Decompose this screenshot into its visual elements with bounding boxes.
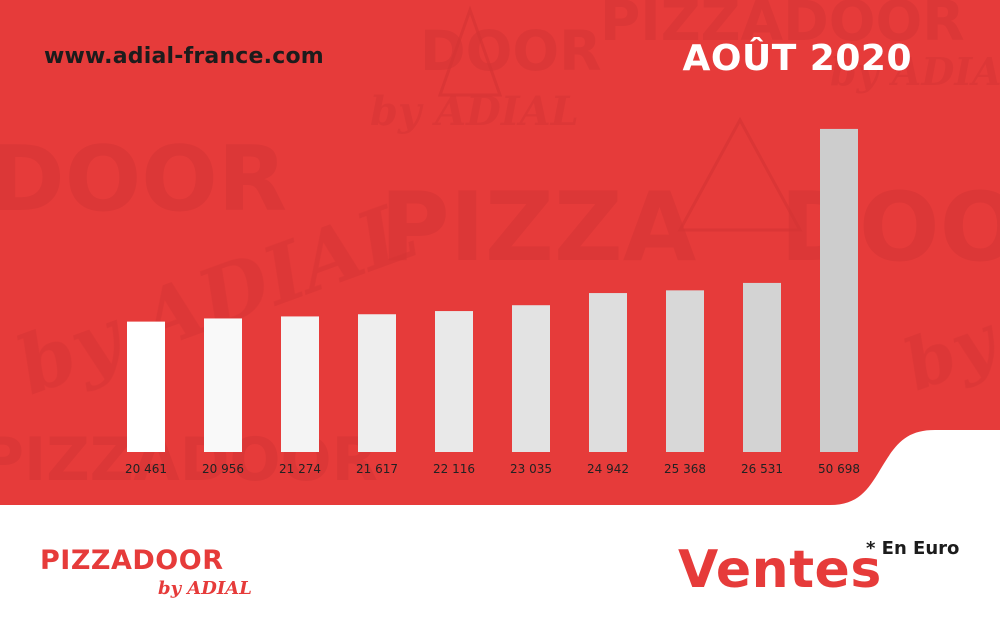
period-title: AOÛT 2020 <box>682 38 912 79</box>
pizzadoor-logo: PIZZADOOR by ADIAL <box>40 545 252 613</box>
bar-value-label-10: 50 698 <box>818 462 860 476</box>
bar-1 <box>127 321 165 452</box>
logo-wordmark: PIZZADOOR <box>40 545 224 576</box>
bar-2 <box>204 318 242 452</box>
logo-byline: by ADIAL <box>158 578 252 599</box>
bar-value-label-1: 20 461 <box>125 462 167 476</box>
bar-3 <box>281 316 319 452</box>
bar-5 <box>435 311 473 452</box>
website-url: www.adial-france.com <box>44 44 324 69</box>
chart-caption: Ventes <box>678 540 882 600</box>
bar-4 <box>358 314 396 452</box>
bar-value-label-8: 25 368 <box>664 462 706 476</box>
bar-6 <box>512 305 550 452</box>
unit-note: * En Euro <box>866 538 960 559</box>
bar-7 <box>589 293 627 452</box>
bar-value-label-6: 23 035 <box>510 462 552 476</box>
bar-9 <box>743 282 781 452</box>
bar-value-label-2: 20 956 <box>202 462 244 476</box>
bar-10 <box>820 128 858 453</box>
bar-value-label-4: 21 617 <box>356 462 398 476</box>
bar-value-label-5: 22 116 <box>433 462 475 476</box>
bar-8 <box>666 290 704 452</box>
bar-value-label-7: 24 942 <box>587 462 629 476</box>
bar-value-label-3: 21 274 <box>279 462 321 476</box>
bar-value-label-9: 26 531 <box>741 462 783 476</box>
